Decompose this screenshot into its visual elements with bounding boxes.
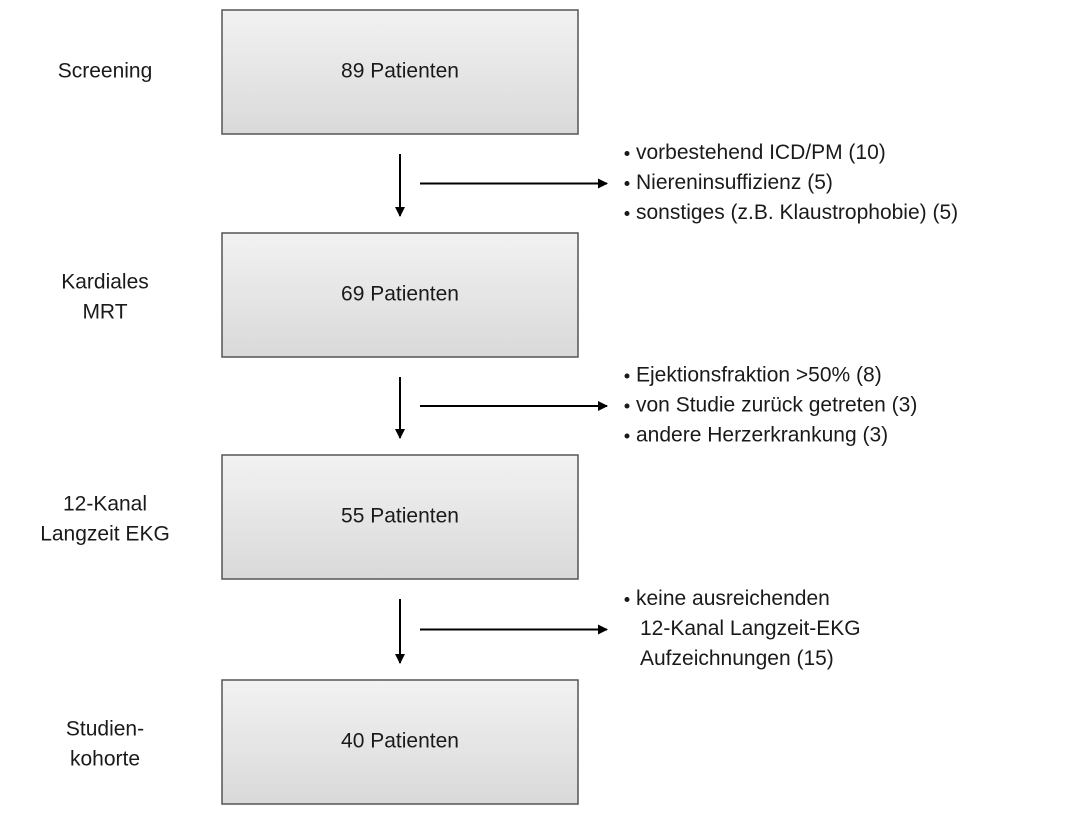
stage-label: kohorte xyxy=(70,748,140,771)
exclusion-text: andere Herzerkrankung (3) xyxy=(636,424,888,447)
exclusion-text: von Studie zurück getreten (3) xyxy=(636,394,917,417)
stage-count: 89 Patienten xyxy=(341,60,459,83)
stage-box xyxy=(221,454,579,580)
stage-box xyxy=(221,9,579,135)
bullet xyxy=(624,211,630,216)
bullet xyxy=(624,373,630,379)
bullet xyxy=(624,433,630,439)
exclusion-text: sonstiges (z.B. Klaustrophobie) (5) xyxy=(636,201,958,224)
stage-count: 69 Patienten xyxy=(341,283,459,306)
stage-label: Studien- xyxy=(66,718,144,741)
bullet xyxy=(624,151,630,156)
stage-label: MRT xyxy=(82,301,127,324)
exclusion-text: Niereninsuffizienz (5) xyxy=(636,171,833,194)
exclusion-text: keine ausreichenden xyxy=(636,587,830,610)
bullet xyxy=(624,597,630,602)
bullet xyxy=(624,181,630,186)
exclusion-text: vorbestehend ICD/PM (10) xyxy=(636,141,886,164)
exclusion-text: 12-Kanal Langzeit-EKG xyxy=(640,617,861,640)
stage-label: 12-Kanal xyxy=(63,493,147,516)
stage-label: Kardiales xyxy=(61,271,149,294)
stage-count: 55 Patienten xyxy=(341,505,459,528)
stage-box xyxy=(221,232,579,358)
stage-count: 40 Patienten xyxy=(341,730,459,753)
stage-label: Langzeit EKG xyxy=(40,523,170,546)
stage-box xyxy=(221,679,579,805)
stage-label: Screening xyxy=(58,60,153,83)
exclusion-text: Aufzeichnungen (15) xyxy=(640,647,834,670)
bullet xyxy=(624,403,630,409)
exclusion-text: Ejektionsfraktion >50% (8) xyxy=(636,364,882,387)
